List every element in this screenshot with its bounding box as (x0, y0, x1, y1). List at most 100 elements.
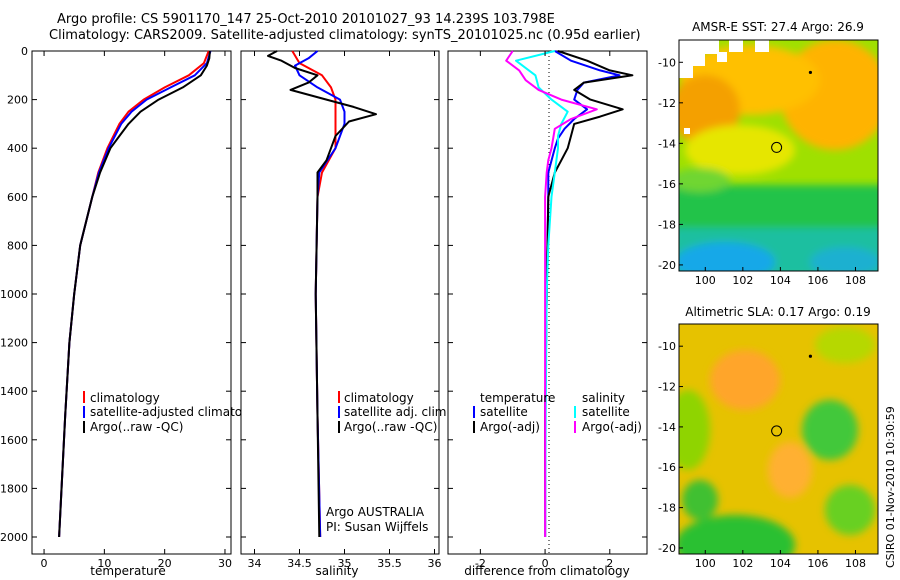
sla-green-southwest (682, 480, 718, 520)
salinity-xtick-label: 35 (338, 557, 352, 570)
salinity-xtick-label: 36 (428, 557, 442, 570)
sst-green-band (679, 185, 878, 235)
difference-legend: temperature satellite Argo(-adj) salinit… (473, 391, 642, 434)
salinity-xtick-label: 35.5 (377, 557, 402, 570)
legend-label-temp-argo: Argo(-adj) (480, 420, 540, 434)
sla_map-ytick-label: -20 (658, 542, 676, 555)
legend-label-satellite: satellite adj. clim. (344, 405, 450, 419)
legend-label-climatology: climatology (344, 391, 414, 405)
temperature-legend: climatology satellite-adjusted climatolo… (83, 391, 268, 434)
sst_map-xtick-label: 102 (732, 274, 753, 287)
sla_map-xtick-label: 100 (695, 557, 716, 570)
salinity-series-argo-raw-qc-2-line (267, 50, 377, 538)
difference-xlabel: difference from climatology (464, 564, 630, 578)
temperature-xtick-label: 20 (158, 557, 172, 570)
salinity-axes-frame (240, 50, 440, 555)
temperature-ytick-label: 600 (7, 191, 28, 204)
sla-orange-center (768, 442, 812, 498)
temperature-ytick-label: 200 (7, 94, 28, 107)
sst-cold-southeast (810, 247, 878, 271)
temperature-xtick-label: 0 (41, 557, 48, 570)
sla_map-xtick-label: 102 (732, 557, 753, 570)
sst-missing-data-mask (679, 40, 769, 134)
temperature-xtick-label: 30 (218, 557, 232, 570)
sst-cold-southwest (679, 242, 775, 271)
temperature-ytick-label: 1200 (0, 337, 28, 350)
temperature-profile-panel: 0 10 20 30 0 200 400 600 800 1000 1200 1400 1600 1800… (0, 45, 268, 578)
sla-green-west (679, 390, 710, 470)
temperature-ytick-label: 1600 (0, 434, 28, 447)
temperature-xtick-label: 10 (97, 557, 111, 570)
sla-map-title: Altimetric SLA: 0.17 Argo: 0.19 (685, 305, 870, 319)
temperature-axes-frame (31, 50, 232, 555)
legend-label-argo: Argo(..raw -QC) (344, 420, 437, 434)
sla-green-south (679, 515, 795, 554)
difference-series-argo-adj-1-line (544, 50, 634, 537)
legend-label-sal-argo: Argo(-adj) (582, 420, 642, 434)
sst_map-ytick-label: -16 (658, 178, 676, 191)
figure-title-line1: Argo profile: CS 5901170_147 25-Oct-2010… (57, 12, 555, 27)
sst-yellow-mid (685, 125, 795, 175)
legend-label-sal-satellite: satellite (582, 405, 630, 419)
salinity-xtick-label: 34.5 (287, 557, 312, 570)
temperature-xlabel: temperature (90, 564, 165, 578)
salinity-profile-panel: 34 34.5 35 35.5 36 salinity climatology sate… (240, 50, 450, 578)
sst-map-title: AMSR-E SST: 27.4 Argo: 26.9 (692, 20, 864, 34)
temperature-ytick-label: 800 (7, 239, 28, 252)
sst_map-argo-position-marker (771, 141, 783, 153)
sla-green-northeast (815, 327, 875, 363)
sla_map-xtick-label: 106 (807, 557, 828, 570)
legend-label-climatology: climatology (90, 391, 160, 405)
difference-xtick-label: -2 (475, 557, 486, 570)
temperature-ytick-label: 1000 (0, 288, 28, 301)
sla-orange-north (710, 350, 780, 410)
sla_map-ytick-label: -18 (658, 502, 676, 515)
difference-series-satellite-2-line (515, 50, 569, 538)
sla_map-argo-position-marker (771, 425, 783, 437)
legend-label-satellite: satellite-adjusted climatology (90, 405, 268, 419)
float-pi-annotation: PI: Susan Wijffels (326, 520, 428, 534)
sst_map-secondary-marker (808, 70, 813, 75)
salinity-xtick-label: 34 (248, 557, 262, 570)
sla-green-east (802, 400, 858, 460)
sla-map-panel: Altimetric SLA: 0.17 Argo: 0.19 100 102 10 (658, 305, 879, 570)
sla_map-ytick-label: -16 (658, 461, 676, 474)
difference-xtick-label: 0 (542, 557, 549, 570)
sst_map-ytick-label: -18 (658, 218, 676, 231)
sla-map-frame (678, 323, 879, 555)
sst_map-ytick-label: -12 (658, 97, 676, 110)
sst_map-ytick-label: -14 (658, 137, 676, 150)
sla_map-ytick-label: -10 (658, 340, 676, 353)
sst_map-xtick-label: 100 (695, 274, 716, 287)
sst_map-ytick-label: -20 (658, 259, 676, 272)
sla-green-southeast (825, 485, 875, 535)
legend-label-salinity: salinity (582, 391, 625, 405)
sst_map-xtick-label: 106 (807, 274, 828, 287)
temperature-ytick-label: 400 (7, 142, 28, 155)
figure-title-line2: Climatology: CARS2009. Satellite-adjuste… (49, 28, 641, 43)
temperature-ytick-label: 2000 (0, 531, 28, 544)
sla_map-ytick-label: -12 (658, 381, 676, 394)
float-owner-annotation: Argo AUSTRALIA (326, 505, 425, 519)
sst_map-xtick-label: 104 (770, 274, 791, 287)
sla_map-secondary-marker (808, 354, 813, 358)
sst-green-west (679, 168, 730, 192)
temperature-ytick-label: 1400 (0, 385, 28, 398)
temperature-ytick-label: 0 (21, 45, 28, 58)
temperature-series-argo-raw-qc-2-line (58, 50, 211, 538)
legend-label-argo: Argo(..raw -QC) (90, 420, 183, 434)
sst-map-panel: AMSR-E SST: 27.4 Argo: 26.9 (658, 20, 879, 287)
sst_map-xtick-label: 108 (845, 274, 866, 287)
legend-label-temperature: temperature (480, 391, 555, 405)
temperature-ytick-label: 1800 (0, 482, 28, 495)
sla_map-ytick-label: -14 (658, 421, 676, 434)
difference-series-argo-adj-3-line (505, 50, 598, 537)
difference-profile-panel: -2 0 2 difference from climatology tempera… (447, 50, 648, 578)
sst-field-image (679, 40, 878, 271)
sla_map-xtick-label: 104 (770, 557, 791, 570)
salinity-xlabel: salinity (315, 564, 358, 578)
sla_map-xtick-label: 108 (845, 557, 866, 570)
difference-xtick-label: 2 (606, 557, 613, 570)
salinity-legend: climatology satellite adj. clim. Argo(..… (338, 391, 450, 434)
